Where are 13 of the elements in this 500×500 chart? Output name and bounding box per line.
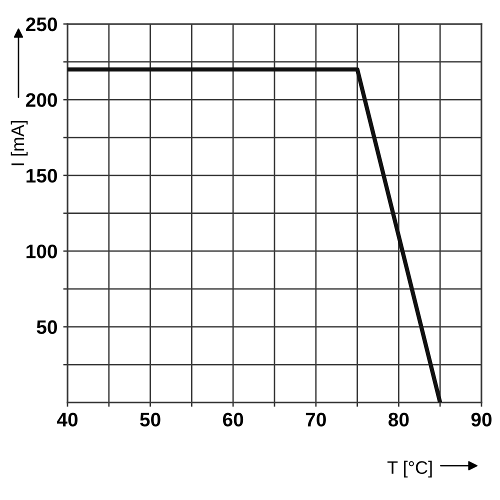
y-tick-label: 100	[26, 244, 57, 258]
y-axis-title: I [mA]	[10, 120, 28, 166]
x-tick-label: 70	[306, 412, 326, 427]
x-tick-label: 90	[471, 412, 492, 427]
x-tick-label: 50	[140, 412, 160, 427]
x-tick-label: 60	[223, 412, 244, 427]
x-tick-label: 80	[388, 412, 409, 427]
y-tick-label: 200	[26, 93, 57, 107]
x-tick-label: 40	[56, 412, 78, 427]
x-axis-title: T [°C]	[387, 460, 432, 478]
y-tick-label: 250	[26, 17, 57, 32]
y-tick-label: 150	[26, 168, 57, 183]
y-tick-label: 50	[36, 320, 57, 334]
